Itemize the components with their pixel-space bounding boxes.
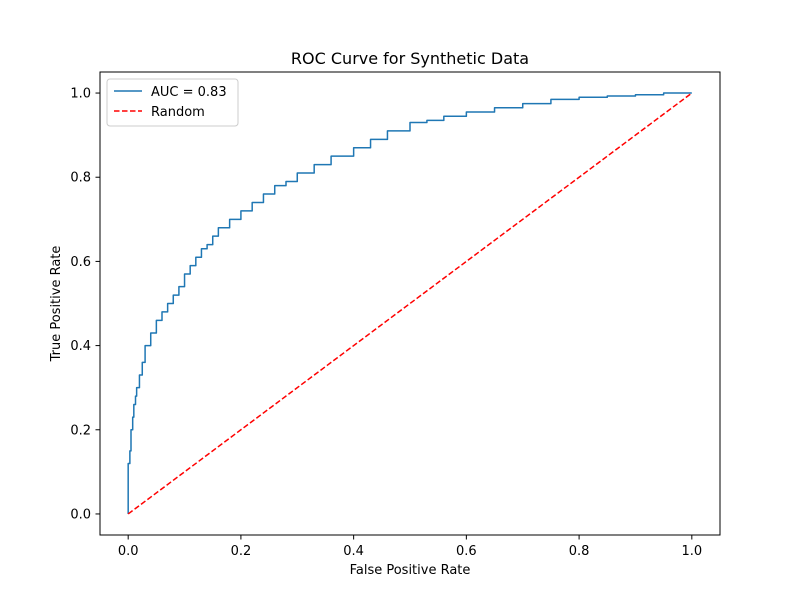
x-axis-label: False Positive Rate (350, 563, 471, 578)
legend-label-random: Random (151, 105, 205, 120)
x-tick-label: 0.6 (456, 544, 477, 559)
y-tick-label: 0.8 (70, 171, 91, 186)
y-axis-ticks: 0.0 0.2 0.4 0.6 0.8 1.0 (70, 87, 100, 522)
x-tick-label: 1.0 (681, 544, 702, 559)
y-tick-label: 0.4 (70, 339, 91, 354)
x-tick-label: 0.4 (343, 544, 364, 559)
chart-title: ROC Curve for Synthetic Data (291, 49, 529, 68)
series-line-random (127, 92, 693, 515)
series-layer (127, 92, 693, 515)
y-tick-label: 0.0 (70, 507, 91, 522)
y-axis-label: True Positive Rate (49, 246, 64, 363)
series-line-auc (127, 92, 692, 514)
y-tick-label: 1.0 (70, 87, 91, 102)
y-tick-label: 0.2 (70, 423, 91, 438)
legend-label-auc: AUC = 0.83 (151, 85, 227, 100)
x-tick-label: 0.2 (231, 544, 252, 559)
plot-frame (99, 71, 721, 536)
y-tick-label: 0.6 (70, 255, 91, 270)
x-axis-ticks: 0.0 0.2 0.4 0.6 0.8 1.0 (118, 535, 702, 559)
legend: AUC = 0.83 Random (106, 78, 239, 127)
x-tick-label: 0.8 (569, 544, 590, 559)
x-tick-label: 0.0 (118, 544, 139, 559)
